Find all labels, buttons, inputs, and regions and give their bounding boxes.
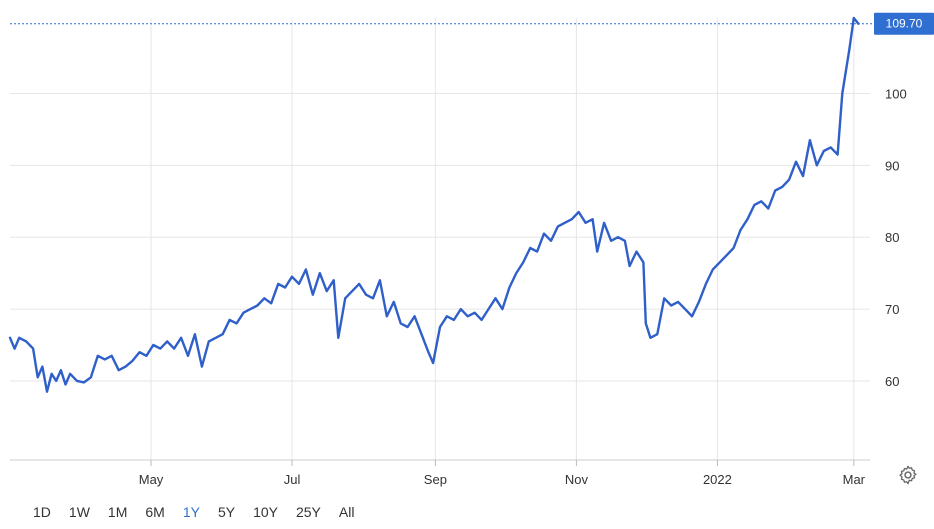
y-tick-label: 80 xyxy=(885,230,899,245)
x-tick-label: Mar xyxy=(843,472,866,487)
gear-icon[interactable] xyxy=(897,464,919,486)
range-button-1d[interactable]: 1D xyxy=(24,500,60,524)
last-value-badge: 109.70 xyxy=(874,12,934,35)
range-button-10y[interactable]: 10Y xyxy=(244,500,287,524)
series-line xyxy=(8,16,860,393)
range-button-1w[interactable]: 1W xyxy=(60,500,99,524)
y-tick-label: 70 xyxy=(885,302,899,317)
range-button-5y[interactable]: 5Y xyxy=(209,500,244,524)
x-tick-label: May xyxy=(139,472,164,487)
x-tick-label: Sep xyxy=(424,472,447,487)
range-button-25y[interactable]: 25Y xyxy=(287,500,330,524)
y-tick-label: 100 xyxy=(885,86,907,101)
y-tick-label: 90 xyxy=(885,158,899,173)
range-button-1m[interactable]: 1M xyxy=(99,500,136,524)
range-selector: 1D 1W 1M 6M 1Y 5Y 10Y 25Y All xyxy=(24,500,363,524)
y-axis: 60 70 80 90 100 xyxy=(885,86,907,388)
chart-grid xyxy=(10,18,870,461)
x-axis: May Jul Sep Nov 2022 Mar xyxy=(139,460,866,487)
x-tick-label: Nov xyxy=(565,472,589,487)
range-button-6m[interactable]: 6M xyxy=(136,500,173,524)
range-button-1y[interactable]: 1Y xyxy=(174,500,209,524)
y-tick-label: 60 xyxy=(885,374,899,389)
x-tick-label: 2022 xyxy=(703,472,732,487)
x-tick-label: Jul xyxy=(284,472,301,487)
last-value-label: 109.70 xyxy=(886,17,923,31)
range-button-all[interactable]: All xyxy=(330,500,364,524)
